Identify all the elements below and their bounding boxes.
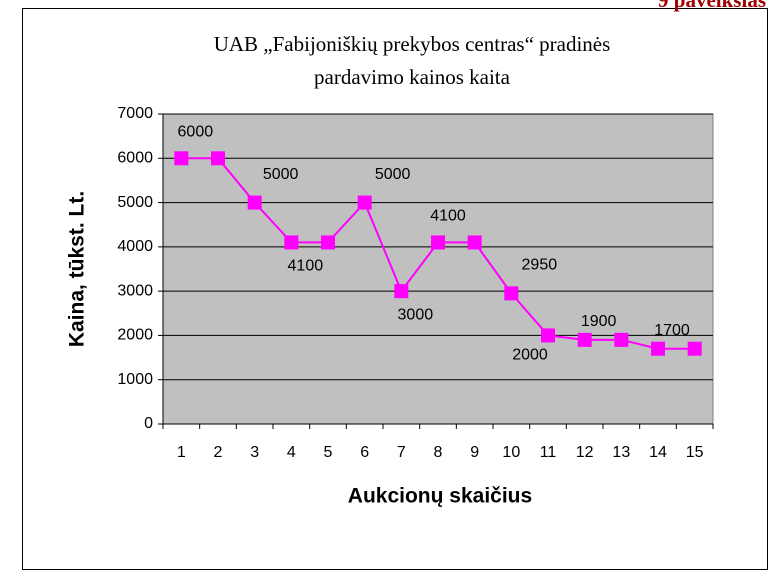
marker bbox=[651, 341, 665, 356]
marker bbox=[614, 332, 629, 347]
marker bbox=[687, 341, 702, 356]
marker bbox=[357, 195, 372, 210]
marker bbox=[467, 235, 482, 250]
x-tick-label: 10 bbox=[502, 444, 520, 461]
plot-area bbox=[162, 113, 714, 425]
chart-title: pardavimo kainos kaita bbox=[314, 65, 511, 89]
y-tick-label: 4000 bbox=[117, 238, 153, 255]
marker bbox=[504, 286, 519, 301]
y-tick-label: 0 bbox=[144, 415, 153, 432]
y-tick-label: 7000 bbox=[117, 105, 153, 122]
marker bbox=[541, 328, 555, 343]
data-label: 3000 bbox=[398, 306, 434, 323]
x-tick-label: 4 bbox=[287, 444, 296, 461]
x-tick-label: 14 bbox=[649, 444, 667, 461]
x-tick-label: 15 bbox=[686, 444, 704, 461]
marker bbox=[394, 284, 409, 299]
data-label: 5000 bbox=[375, 166, 411, 183]
x-axis-title: Aukcionų skaičius bbox=[348, 485, 532, 508]
x-tick-label: 2 bbox=[214, 444, 223, 461]
marker bbox=[431, 235, 445, 250]
marker bbox=[284, 235, 299, 250]
x-tick-label: 8 bbox=[434, 444, 443, 461]
y-tick-label: 3000 bbox=[117, 282, 153, 299]
marker bbox=[577, 332, 592, 347]
marker bbox=[247, 195, 262, 210]
marker bbox=[174, 151, 189, 166]
marker bbox=[211, 151, 225, 166]
x-tick-label: 1 bbox=[177, 444, 186, 461]
x-tick-label: 11 bbox=[540, 444, 557, 461]
x-tick-label: 9 bbox=[470, 444, 479, 461]
x-tick-label: 6 bbox=[360, 444, 369, 461]
data-label: 1900 bbox=[581, 313, 617, 330]
data-label: 6000 bbox=[178, 124, 214, 141]
x-tick-label: 3 bbox=[250, 444, 259, 461]
x-tick-label: 13 bbox=[612, 444, 630, 461]
y-tick-label: 6000 bbox=[117, 150, 153, 167]
chart-title: UAB „Fabijoniškių prekybos centras“ prad… bbox=[214, 32, 611, 56]
figure-label: 9 paveikslas bbox=[658, 0, 766, 12]
data-label: 5000 bbox=[263, 166, 299, 183]
data-label: 4100 bbox=[288, 258, 324, 275]
x-tick-label: 12 bbox=[576, 444, 594, 461]
data-label: 2000 bbox=[512, 347, 548, 364]
y-tick-label: 5000 bbox=[117, 194, 153, 211]
y-tick-label: 1000 bbox=[117, 371, 153, 388]
y-axis-title: Kaina, tūkst. Lt. bbox=[66, 191, 89, 347]
x-tick-label: 5 bbox=[324, 444, 333, 461]
marker bbox=[321, 235, 335, 250]
x-tick-label: 7 bbox=[397, 444, 406, 461]
data-label: 4100 bbox=[430, 208, 466, 225]
data-label: 1700 bbox=[654, 322, 690, 339]
data-label: 2950 bbox=[522, 257, 558, 274]
y-tick-label: 2000 bbox=[117, 327, 153, 344]
